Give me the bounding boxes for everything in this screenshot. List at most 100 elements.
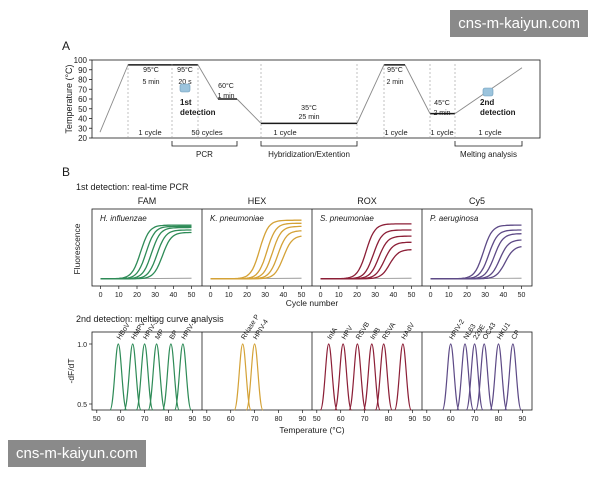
step-temp-label: 95°C bbox=[387, 66, 403, 74]
detection-camera-icon bbox=[179, 83, 191, 93]
peak-label: CP bbox=[511, 329, 522, 341]
panel-b-realtime: B 1st detection: real-time PCR FAM H. influ… bbox=[62, 165, 533, 308]
melting-peak bbox=[109, 343, 128, 411]
detection-camera-icon bbox=[482, 87, 494, 97]
melting-peak bbox=[504, 343, 522, 411]
melting-peak bbox=[319, 343, 338, 411]
cycle-count-label: 1 cycle bbox=[430, 128, 453, 137]
cycle-tick-label: 50 bbox=[298, 292, 306, 299]
temp-tick-label: 80 bbox=[78, 76, 87, 85]
cycle-tick-label: 50 bbox=[188, 292, 196, 299]
dfdt-tick-label: 0.5 bbox=[77, 402, 87, 409]
amplification-curve bbox=[100, 231, 192, 280]
melting-peak bbox=[245, 343, 264, 411]
melting-peak bbox=[135, 343, 154, 411]
melting-peak bbox=[465, 343, 484, 411]
melt-temp-tick-label: 90 bbox=[409, 416, 417, 423]
temp-tick-label: 40 bbox=[78, 115, 87, 124]
cycle-tick-label: 40 bbox=[499, 292, 507, 299]
pathogen-label: S. pneumoniae bbox=[320, 214, 374, 223]
melting-peak bbox=[162, 343, 180, 411]
melt-temp-tick-label: 80 bbox=[275, 416, 283, 423]
melting-peak bbox=[441, 343, 460, 411]
melting-peak bbox=[374, 343, 393, 411]
cycle-tick-label: 0 bbox=[209, 292, 213, 299]
temp-axis-label: Temperature (°C) bbox=[64, 64, 74, 133]
amplification-curve bbox=[320, 229, 412, 280]
melt-temp-tick-label: 50 bbox=[423, 416, 431, 423]
step-time-label: 25 min bbox=[298, 114, 319, 121]
peak-label: HKU1 bbox=[496, 321, 512, 341]
melting-peak bbox=[456, 343, 474, 411]
cycle-tick-label: 10 bbox=[335, 292, 343, 299]
temp-tick-label: 20 bbox=[78, 134, 87, 143]
step-time-label: 1 min bbox=[217, 93, 234, 100]
temp-tick-label: 100 bbox=[74, 56, 88, 65]
cycle-tick-label: 30 bbox=[371, 292, 379, 299]
amplification-curve bbox=[320, 241, 412, 280]
step-time-label: 20 s bbox=[178, 79, 192, 86]
cycle-tick-label: 40 bbox=[169, 292, 177, 299]
realtime-title: 1st detection: real-time PCR bbox=[76, 182, 189, 192]
cycle-tick-label: 0 bbox=[429, 292, 433, 299]
channel-label: ROX bbox=[357, 196, 377, 206]
step-temp-label: 95°C bbox=[177, 66, 193, 74]
pathogen-label: K. pneumoniae bbox=[210, 214, 264, 223]
cycle-tick-label: 30 bbox=[261, 292, 269, 299]
cycle-count-label: 1 cycle bbox=[273, 128, 296, 137]
cycle-axis-label: Cycle number bbox=[286, 298, 339, 308]
melt-temp-tick-label: 60 bbox=[447, 416, 455, 423]
cycle-count-label: 1 cycle bbox=[478, 128, 501, 137]
cycle-tick-label: 0 bbox=[99, 292, 103, 299]
melt-temp-tick-label: 70 bbox=[141, 416, 149, 423]
step-temp-label: 95°C bbox=[143, 66, 159, 74]
cycle-count-label: 1 cycle bbox=[138, 128, 161, 137]
step-time-label: 2 min bbox=[386, 79, 403, 86]
amplification-curve bbox=[320, 235, 412, 280]
melt-temp-tick-label: 60 bbox=[227, 416, 235, 423]
step-temp-label: 60°C bbox=[218, 82, 234, 90]
cycle-tick-label: 0 bbox=[319, 292, 323, 299]
melt-temp-tick-label: 70 bbox=[471, 416, 479, 423]
temp-tick-label: 50 bbox=[78, 105, 87, 114]
cycle-tick-label: 50 bbox=[408, 292, 416, 299]
peak-label: HAdV bbox=[401, 322, 417, 341]
cycle-tick-label: 20 bbox=[243, 292, 251, 299]
temp-tick-label: 30 bbox=[78, 124, 87, 133]
stage-bracket bbox=[454, 141, 523, 147]
melting-peak bbox=[123, 343, 142, 411]
melt-temp-tick-label: 90 bbox=[299, 416, 307, 423]
melt-temp-tick-label: 70 bbox=[361, 416, 369, 423]
peak-label: BP bbox=[169, 329, 180, 341]
melt-temp-tick-label: 90 bbox=[189, 416, 197, 423]
panel-b-letter: B bbox=[62, 165, 70, 179]
peak-label: InfB bbox=[370, 327, 383, 342]
step-time-label: 5 min bbox=[142, 79, 159, 86]
cycle-tick-label: 20 bbox=[353, 292, 361, 299]
melting-peak bbox=[147, 343, 166, 411]
cycle-tick-label: 30 bbox=[481, 292, 489, 299]
watermark-bottom: cns-m-kaiyun.com bbox=[8, 440, 146, 467]
cycle-tick-label: 10 bbox=[115, 292, 123, 299]
panel-a-letter: A bbox=[62, 39, 70, 53]
melt-temp-tick-label: 50 bbox=[203, 416, 211, 423]
temp-tick-label: 60 bbox=[78, 95, 87, 104]
amplification-curve bbox=[210, 219, 302, 280]
melt-temp-tick-label: 80 bbox=[495, 416, 503, 423]
panel-b-melting: 2nd detection: melting curve analysis 0.5… bbox=[66, 313, 533, 435]
melting-peak bbox=[174, 343, 192, 411]
detection-label-line: detection bbox=[480, 108, 516, 117]
channel-label: FAM bbox=[138, 196, 157, 206]
melt-temp-tick-label: 70 bbox=[251, 416, 259, 423]
amplification-curve bbox=[430, 239, 522, 280]
melt-temp-tick-label: 60 bbox=[117, 416, 125, 423]
amplification-curve bbox=[430, 224, 522, 280]
amplification-curve bbox=[210, 235, 302, 280]
cycle-tick-label: 40 bbox=[279, 292, 287, 299]
cycle-tick-label: 40 bbox=[389, 292, 397, 299]
dfdt-axis-label: -dF/dT bbox=[66, 358, 76, 383]
cycle-count-label: 50 cycles bbox=[191, 128, 223, 137]
melt-temp-tick-label: 90 bbox=[519, 416, 527, 423]
melting-peak bbox=[394, 343, 412, 411]
